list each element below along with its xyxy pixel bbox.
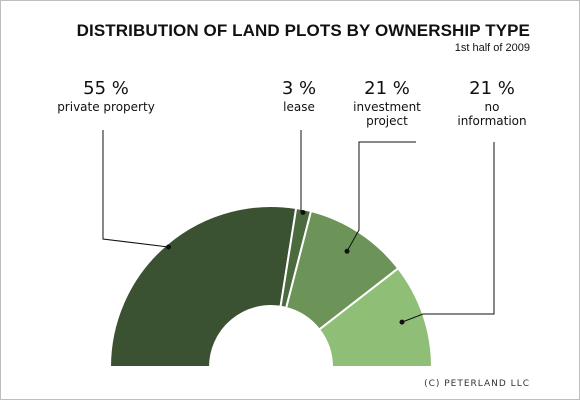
lease-percent: 3 %	[281, 78, 317, 99]
label-investment-project: 21 % investment project	[337, 78, 437, 128]
label-private-property: 55 % private property	[36, 78, 176, 114]
leader-dot-investment-project	[344, 248, 350, 254]
private-property-name: private property	[57, 100, 155, 114]
no-information-name-line1: no	[484, 100, 500, 114]
chart-subtitle: 1st half of 2009	[454, 42, 530, 54]
leader-line-lease	[300, 130, 304, 213]
label-no-information: 21 % no information	[442, 78, 542, 128]
slice-private-property	[108, 205, 298, 368]
label-lease: 3 % lease	[269, 78, 329, 114]
lease-name: lease	[283, 100, 315, 114]
leader-dot-lease	[300, 209, 306, 215]
investment-project-name-line2: project	[366, 114, 408, 128]
leader-line-investment-project	[346, 141, 416, 252]
no-information-name-line2: information	[457, 114, 527, 128]
leader-line-private-property	[102, 130, 169, 248]
private-property-percent: 55 %	[83, 78, 129, 99]
leader-dot-no-information	[399, 319, 405, 325]
chart-title: DISTRIBUTION OF LAND PLOTS BY OWNERSHIP …	[76, 21, 530, 40]
copyright-notice: (C) PETERLAND LLC	[424, 379, 530, 389]
investment-project-name-line1: investment	[353, 100, 421, 114]
slice-no-information	[317, 266, 434, 368]
investment-project-percent: 21 %	[364, 78, 410, 99]
leader-line-no-information	[401, 142, 495, 323]
no-information-percent: 21 %	[469, 78, 515, 99]
leader-dot-private-property	[166, 244, 172, 250]
